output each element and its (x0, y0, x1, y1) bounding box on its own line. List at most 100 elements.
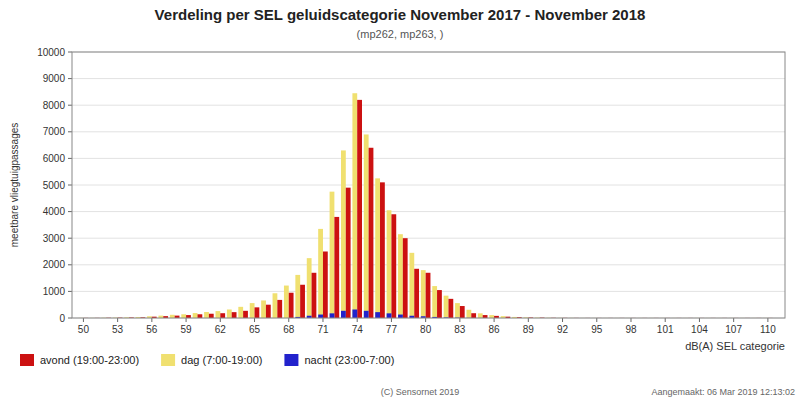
bar (426, 273, 431, 318)
y-tick-label: 6000 (43, 153, 66, 164)
x-tick (699, 318, 700, 322)
y-tick (68, 185, 72, 186)
bar (289, 293, 294, 318)
x-tick-label: 56 (146, 324, 158, 335)
y-tick (68, 105, 72, 106)
x-tick (562, 318, 563, 322)
bar (380, 182, 385, 318)
x-tick (425, 318, 426, 322)
bar (387, 210, 392, 318)
y-tick (68, 78, 72, 79)
bar (352, 93, 357, 318)
x-tick-label: 77 (386, 324, 398, 335)
y-tick (68, 291, 72, 292)
bar (295, 275, 300, 318)
x-tick (459, 318, 460, 322)
title: Verdeling per SEL geluidscategorie Novem… (155, 6, 646, 23)
x-tick (186, 318, 187, 322)
chart: Verdeling per SEL geluidscategorie Novem… (0, 0, 800, 400)
x-tick (83, 318, 84, 322)
x-tick-label: 59 (181, 324, 193, 335)
x-tick-label: 53 (112, 324, 124, 335)
grid-line (72, 78, 785, 79)
x-tick (665, 318, 666, 322)
bar (375, 312, 380, 318)
bar (346, 188, 351, 318)
bar (364, 134, 369, 318)
x-tick (630, 318, 631, 322)
x-tick (117, 318, 118, 322)
bar (232, 312, 237, 318)
bar (227, 309, 232, 318)
bar (409, 253, 414, 318)
x-tick (733, 318, 734, 322)
grid-line (72, 238, 785, 239)
legend-label: dag (7:00-19:00) (181, 354, 262, 366)
bar (193, 313, 198, 318)
x-tick (322, 318, 323, 322)
bar (255, 307, 260, 318)
grid-line (72, 264, 785, 265)
y-tick (68, 318, 72, 319)
footer-note: Aangemaakt: 06 Mar 2019 12:13:02 (651, 387, 795, 397)
y-tick (68, 131, 72, 132)
grid-line (72, 185, 785, 186)
bar (460, 306, 465, 318)
bars (79, 93, 773, 318)
x-tick (596, 318, 597, 322)
bar (471, 313, 476, 318)
x-tick-label: 50 (78, 324, 90, 335)
bar (197, 314, 202, 318)
bar (357, 100, 362, 318)
bar (273, 293, 278, 318)
x-tick-label: 98 (625, 324, 637, 335)
axes: 0100020003000400050006000700080009000100… (37, 47, 785, 336)
bar (323, 252, 328, 319)
bar (448, 299, 453, 318)
bar (284, 286, 289, 318)
bar (398, 315, 403, 318)
bar (312, 273, 317, 318)
x-tick (767, 318, 768, 322)
x-tick-label: 68 (283, 324, 295, 335)
x-tick-label: 71 (317, 324, 329, 335)
y-tick-label: 7000 (43, 126, 66, 137)
bar (432, 286, 437, 318)
y-tick (68, 211, 72, 212)
grid-line (72, 105, 785, 106)
bar (334, 217, 339, 318)
legend-label: nacht (23:00-7:00) (304, 354, 394, 366)
x-tick-label: 92 (557, 324, 569, 335)
bar (364, 311, 369, 318)
x-tick-label: 89 (523, 324, 535, 335)
y-tick (68, 158, 72, 159)
x-tick-label: 95 (591, 324, 603, 335)
y-tick-label: 8000 (43, 100, 66, 111)
bar (375, 178, 380, 318)
y-tick-label: 1000 (43, 286, 66, 297)
y-tick-label: 3000 (43, 233, 66, 244)
bar (421, 270, 426, 318)
x-tick-label: 86 (489, 324, 501, 335)
grid-line (72, 131, 785, 132)
x-tick (528, 318, 529, 322)
y-tick-label: 9000 (43, 73, 66, 84)
x-tick-label: 107 (725, 324, 742, 335)
bar (387, 313, 392, 318)
bar (341, 311, 346, 318)
plot-frame (72, 52, 785, 318)
x-tick (220, 318, 221, 322)
grid-line (72, 158, 785, 159)
x-tick (254, 318, 255, 322)
grid-line (72, 211, 785, 212)
bar (352, 309, 357, 318)
bar (414, 269, 419, 318)
bar (243, 311, 248, 318)
bar (444, 296, 449, 318)
bar (266, 305, 271, 318)
x-tick (151, 318, 152, 322)
bar (369, 148, 374, 318)
bar (250, 303, 255, 318)
bar (391, 214, 396, 318)
legend-swatch (20, 354, 34, 366)
